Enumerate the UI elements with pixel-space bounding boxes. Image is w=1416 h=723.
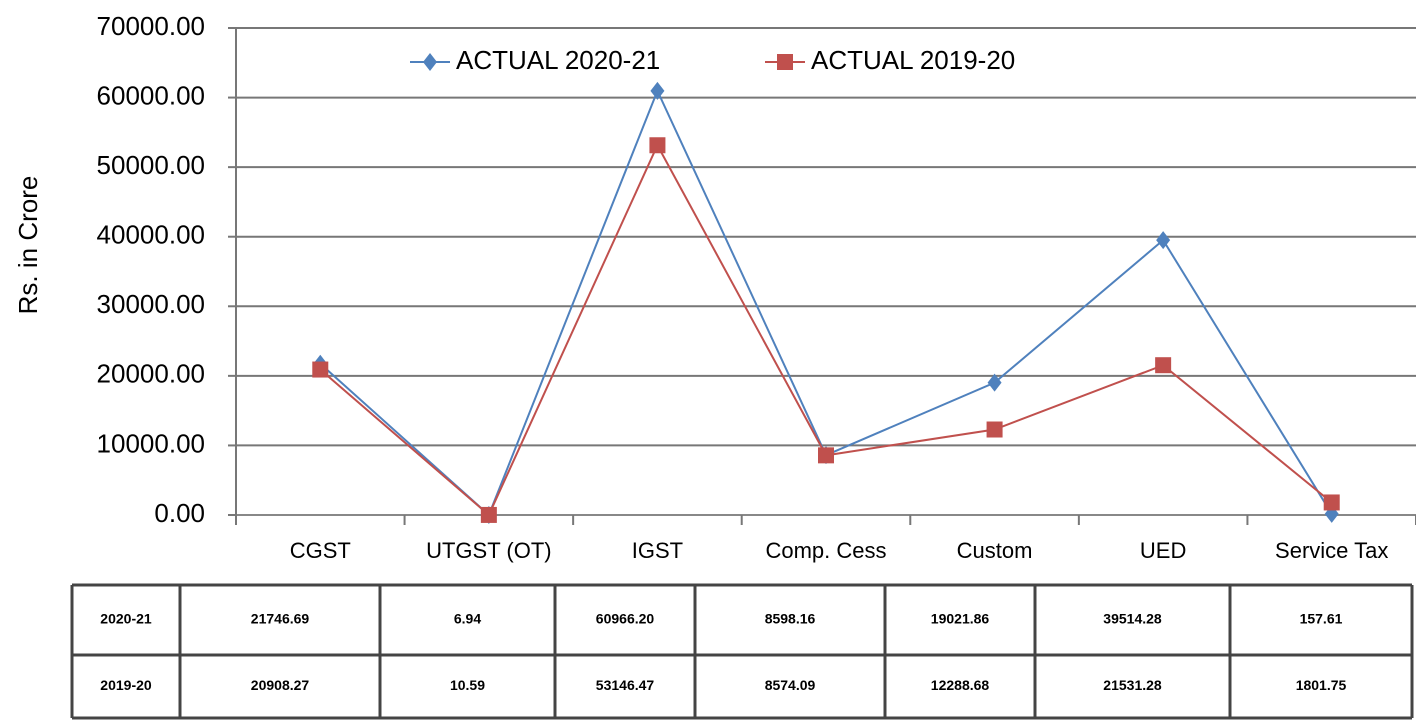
table-cell: 20908.27	[251, 677, 310, 693]
table-cell: 157.61	[1300, 611, 1343, 627]
legend-marker	[423, 53, 437, 71]
x-tick-label: UTGST (OT)	[426, 538, 551, 563]
data-point	[1323, 494, 1340, 511]
table-cell: 8598.16	[765, 611, 816, 627]
data-point	[312, 361, 329, 378]
x-tick-label: CGST	[290, 538, 351, 563]
table-row-label: 2019-20	[100, 677, 152, 693]
data-point	[1324, 504, 1339, 523]
data-point	[986, 421, 1003, 438]
table-cell: 1801.75	[1296, 677, 1347, 693]
legend-marker	[777, 54, 793, 70]
y-axis-label: Rs. in Crore	[13, 176, 43, 315]
legend-label: ACTUAL 2020-21	[456, 45, 660, 75]
y-tick-label: 30000.00	[97, 289, 205, 319]
table-cell: 21746.69	[251, 611, 310, 627]
data-point	[818, 447, 834, 464]
table-cell: 39514.28	[1103, 611, 1162, 627]
table-cell: 53146.47	[596, 677, 655, 693]
y-tick-label: 20000.00	[97, 359, 205, 389]
x-tick-label: Service Tax	[1275, 538, 1388, 563]
table-cell: 10.59	[450, 677, 485, 693]
table-cell: 21531.28	[1103, 677, 1162, 693]
table-cell: 12288.68	[931, 677, 990, 693]
y-tick-label: 70000.00	[97, 11, 205, 41]
x-tick-label: Comp. Cess	[765, 538, 886, 563]
data-point	[480, 506, 497, 523]
y-tick-label: 0.00	[154, 498, 205, 528]
x-tick-label: IGST	[632, 538, 683, 563]
table-cell: 60966.20	[596, 611, 655, 627]
table-row-label: 2020-21	[100, 611, 152, 627]
legend-label: ACTUAL 2019-20	[811, 45, 1015, 75]
x-tick-label: UED	[1140, 538, 1186, 563]
y-tick-label: 60000.00	[97, 80, 205, 110]
data-point	[1156, 231, 1171, 250]
y-tick-label: 50000.00	[97, 150, 205, 180]
data-point	[649, 137, 666, 154]
table-cell: 8574.09	[765, 677, 816, 693]
x-tick-label: Custom	[957, 538, 1033, 563]
table-cell: 19021.86	[931, 611, 990, 627]
data-point	[987, 373, 1002, 392]
y-tick-label: 10000.00	[97, 428, 205, 458]
data-point	[650, 81, 665, 100]
data-point	[1155, 357, 1172, 374]
y-tick-label: 40000.00	[97, 220, 205, 250]
table-cell: 6.94	[454, 611, 481, 627]
